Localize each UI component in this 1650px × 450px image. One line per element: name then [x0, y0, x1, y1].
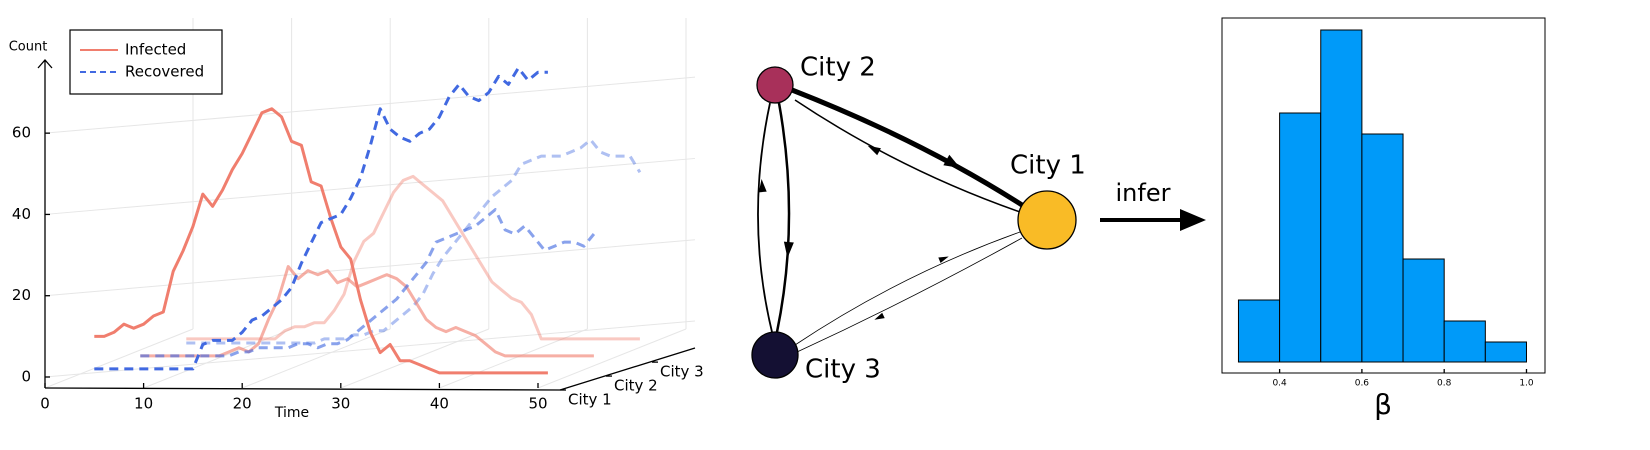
legend-label: Recovered — [125, 63, 204, 81]
x-axis — [44, 387, 561, 391]
x-tick-label: 10 — [134, 395, 153, 413]
series-line — [140, 208, 596, 358]
x-tick-label: 0 — [40, 395, 50, 413]
grid-line — [44, 76, 696, 134]
series-line — [94, 107, 548, 375]
arrowhead — [943, 154, 961, 168]
bar — [1402, 258, 1445, 363]
bar — [1237, 299, 1281, 363]
grid-line — [44, 328, 194, 389]
arrow-label: infer — [1116, 179, 1171, 207]
bar — [1361, 133, 1404, 363]
node — [756, 66, 794, 104]
series-line — [186, 138, 642, 345]
grid-line — [44, 239, 696, 297]
node-label: City 3 — [805, 355, 881, 385]
y-tick-label: 60 — [12, 124, 31, 142]
series-line — [94, 66, 548, 371]
edge — [796, 237, 1023, 353]
grid-line — [537, 328, 687, 389]
grid-line — [44, 320, 696, 378]
depth-tick-label: City 1 — [568, 391, 612, 409]
y-axis — [37, 59, 53, 388]
depth-axis — [559, 347, 696, 391]
bar — [1279, 112, 1322, 363]
edge — [791, 87, 1024, 208]
x-tick-label: 40 — [430, 395, 449, 413]
depth-tick-label: City 2 — [614, 377, 658, 395]
node-label: City 2 — [800, 53, 876, 83]
infer-arrowhead — [1180, 209, 1206, 231]
x-tick-label: 0.4 — [1272, 379, 1287, 389]
x-tick-label: 1.0 — [1519, 379, 1534, 389]
series-line — [186, 174, 640, 341]
arrowhead — [783, 241, 794, 258]
node — [1017, 190, 1077, 250]
y-tick-label: 40 — [12, 205, 31, 223]
depth-tick-label: City 3 — [660, 363, 704, 381]
x-tick-label: 30 — [331, 395, 350, 413]
grid-line — [242, 328, 391, 389]
edge — [775, 102, 791, 333]
node — [751, 331, 799, 379]
bar — [1484, 341, 1527, 363]
node-label: City 1 — [1010, 151, 1086, 181]
diagram — [757, 87, 1206, 353]
x-axis-label: Time — [274, 405, 309, 421]
legend-label: Infected — [125, 41, 186, 59]
x-tick-label: 50 — [528, 395, 547, 413]
grid-line — [439, 328, 588, 389]
arrowhead — [867, 145, 881, 156]
x-axis-label: β — [1374, 388, 1392, 421]
edge — [794, 231, 1021, 346]
grid-line — [143, 328, 292, 389]
bar — [1443, 320, 1486, 363]
x-tick-label: 0.6 — [1355, 379, 1370, 389]
edge — [757, 102, 773, 333]
legend-box — [69, 29, 223, 95]
edge — [794, 99, 1021, 213]
grid-line — [44, 157, 696, 215]
y-tick-label: 20 — [12, 286, 31, 304]
arrowhead — [874, 312, 885, 320]
x-tick-label: 0.8 — [1437, 379, 1452, 389]
y-axis-label: Count — [9, 40, 48, 55]
bar — [1320, 29, 1363, 363]
y-tick-label: 0 — [21, 368, 31, 386]
arrowhead — [938, 256, 949, 264]
x-tick-label: 20 — [233, 395, 252, 413]
plot-frame — [1221, 17, 1546, 374]
arrowhead — [758, 179, 767, 193]
grid-line — [340, 328, 489, 389]
